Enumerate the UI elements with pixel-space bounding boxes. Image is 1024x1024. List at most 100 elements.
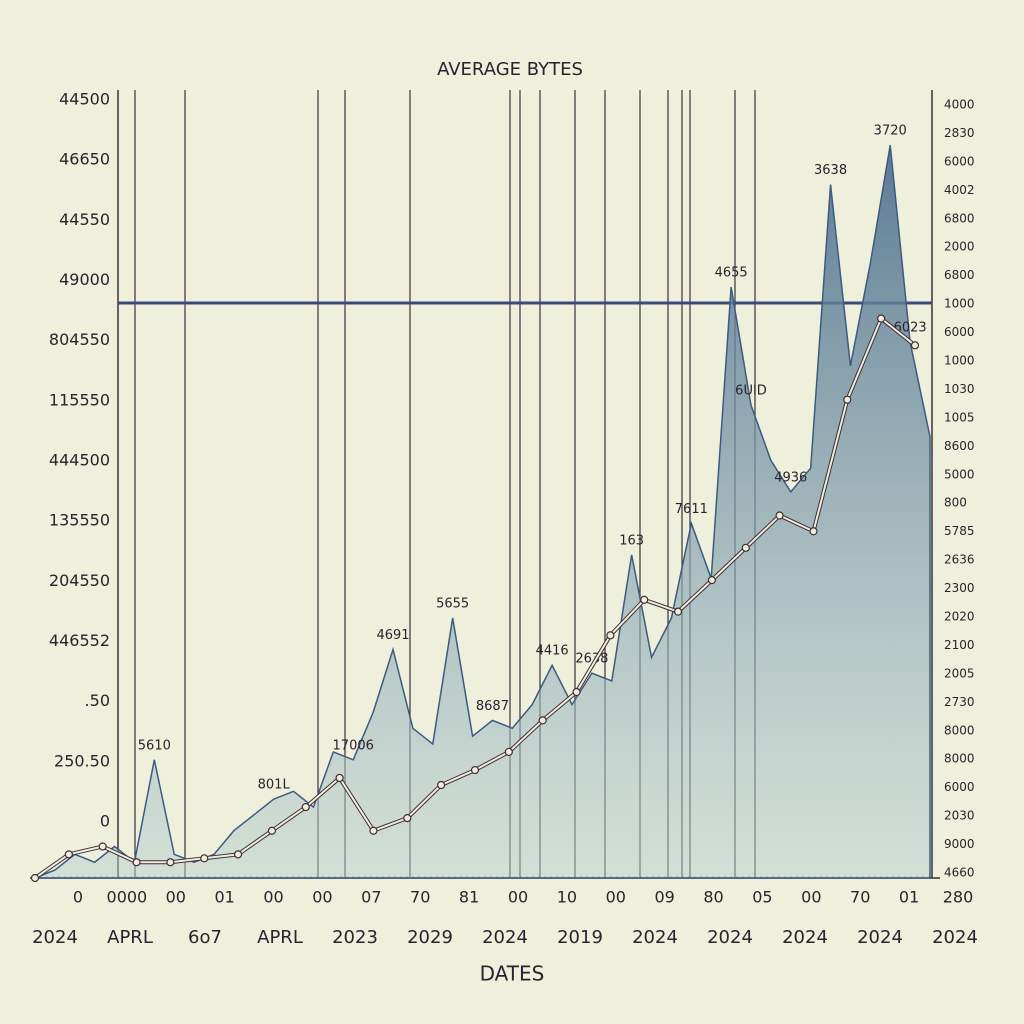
x-tick-label: 05 bbox=[752, 888, 772, 907]
x-category-label: 6o7 bbox=[188, 927, 222, 948]
y2-tick-label: 5785 bbox=[944, 524, 975, 538]
x-tick-label: 01 bbox=[214, 888, 234, 907]
y2-tick-label: 2005 bbox=[944, 666, 975, 680]
line-point bbox=[437, 780, 446, 790]
x-tick-label: 0 bbox=[73, 888, 83, 907]
annotation: 4936 bbox=[774, 470, 807, 485]
line-point bbox=[673, 607, 683, 616]
line-point bbox=[200, 854, 209, 863]
line-point bbox=[775, 511, 784, 520]
y2-tick-label: 800 bbox=[944, 496, 967, 510]
y2-tick-label: 2100 bbox=[944, 638, 975, 652]
line-point bbox=[606, 631, 615, 640]
x-axis-label: DATES bbox=[480, 962, 545, 986]
y2-tick-label: 2000 bbox=[944, 240, 975, 254]
x-tick-label: 70 bbox=[410, 888, 430, 907]
y-tick-label: 250.50 bbox=[54, 751, 110, 770]
line-point bbox=[98, 842, 107, 851]
line-point bbox=[910, 341, 920, 350]
y-tick-label: 44500 bbox=[59, 90, 110, 109]
x-tick-label: 07 bbox=[361, 888, 381, 907]
annotation: 5610 bbox=[138, 738, 171, 753]
y2-tick-label: 6000 bbox=[944, 154, 975, 168]
x-category-label: 2024 bbox=[857, 927, 903, 948]
line-point bbox=[166, 858, 175, 867]
y2-tick-label: 6000 bbox=[944, 780, 975, 794]
y2-tick-label: 1000 bbox=[944, 354, 975, 368]
y2-tick-label: 4660 bbox=[944, 866, 975, 880]
y-tick-label: .50 bbox=[85, 691, 110, 710]
x-tick-label: 00 bbox=[263, 888, 283, 907]
line-point bbox=[538, 716, 547, 725]
annotation: 3638 bbox=[814, 163, 847, 178]
line-point bbox=[30, 873, 40, 883]
annotation: 4655 bbox=[715, 266, 748, 281]
x-category-label: 2024 bbox=[482, 927, 528, 948]
y-tick-label: 0 bbox=[100, 812, 110, 831]
line-point bbox=[707, 576, 717, 585]
x-category-label: 2019 bbox=[557, 927, 603, 948]
y2-tick-label: 6800 bbox=[944, 211, 975, 225]
y-tick-label: 115550 bbox=[49, 390, 110, 409]
x-tick-label: 81 bbox=[459, 888, 479, 907]
y-tick-label: 204550 bbox=[49, 571, 110, 590]
line-point bbox=[470, 765, 480, 775]
y2-tick-label: 2020 bbox=[944, 610, 975, 624]
y2-tick-label: 6800 bbox=[944, 268, 975, 282]
line-point bbox=[877, 314, 886, 323]
y-tick-label: 135550 bbox=[49, 511, 110, 530]
line-point bbox=[301, 802, 310, 812]
y2-tick-label: 9000 bbox=[944, 837, 975, 851]
y2-tick-label: 1000 bbox=[944, 297, 975, 311]
x-tick-label: 00 bbox=[508, 888, 528, 907]
y2-tick-label: 5000 bbox=[944, 467, 975, 481]
annotation: 4416 bbox=[536, 644, 569, 659]
x-tick-label: 10 bbox=[557, 888, 577, 907]
line-point bbox=[572, 687, 581, 697]
y2-tick-label: 4002 bbox=[944, 183, 975, 197]
line-point bbox=[335, 773, 344, 783]
x-tick-label: 70 bbox=[850, 888, 870, 907]
x-category-label: 2024 bbox=[932, 927, 978, 948]
x-tick-label: 00 bbox=[801, 888, 821, 907]
y2-tick-label: 8000 bbox=[944, 752, 975, 766]
line-point bbox=[369, 826, 378, 835]
x-tick-label: 00 bbox=[166, 888, 186, 907]
x-category-label: 2024 bbox=[707, 927, 753, 948]
y2-tick-label: 6000 bbox=[944, 325, 975, 339]
x-category-label: 2029 bbox=[407, 927, 453, 948]
x-tick-label: 80 bbox=[703, 888, 723, 907]
annotation: 7611 bbox=[675, 502, 708, 517]
annotation: 8687 bbox=[476, 699, 509, 714]
y-tick-label: 804550 bbox=[49, 330, 110, 349]
y2-tick-label: 2730 bbox=[944, 695, 975, 709]
line-point bbox=[233, 850, 243, 859]
y2-tick-label: 8000 bbox=[944, 723, 975, 737]
x-tick-label: 280 bbox=[943, 888, 974, 907]
y2-tick-label: 2830 bbox=[944, 126, 975, 140]
chart-title: AVERAGE BYTES bbox=[437, 59, 583, 80]
x-category-label: 2023 bbox=[332, 927, 378, 948]
x-category-label: 2024 bbox=[32, 927, 78, 948]
annotation: 3720 bbox=[874, 124, 907, 139]
y-tick-label: 46650 bbox=[59, 150, 110, 169]
x-category-label: 2024 bbox=[782, 927, 828, 948]
annotation: 4691 bbox=[376, 628, 409, 643]
line-point bbox=[132, 858, 141, 867]
y2-tick-label: 8600 bbox=[944, 439, 975, 453]
x-tick-label: 00 bbox=[606, 888, 626, 907]
y2-tick-label: 2300 bbox=[944, 581, 975, 595]
y-tick-label: 446552 bbox=[49, 631, 110, 650]
line-point bbox=[267, 826, 277, 835]
annotation: 6023 bbox=[894, 321, 927, 336]
line-point bbox=[403, 814, 412, 823]
annotation: 17006 bbox=[333, 738, 374, 753]
y-tick-label: 44550 bbox=[59, 210, 110, 229]
line-point bbox=[741, 543, 750, 552]
x-tick-label: 0000 bbox=[107, 888, 148, 907]
line-point bbox=[504, 747, 513, 757]
line-point bbox=[64, 850, 73, 859]
y-tick-label: 444500 bbox=[49, 451, 110, 470]
y2-tick-label: 4000 bbox=[944, 98, 975, 112]
